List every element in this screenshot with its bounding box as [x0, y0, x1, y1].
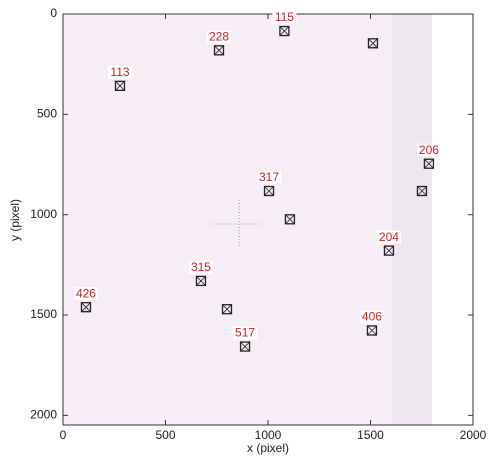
marker-box — [195, 275, 207, 287]
point-label: 206 — [419, 143, 439, 157]
marker — [221, 304, 233, 315]
marker-cross — [214, 45, 224, 56]
marker-cross — [424, 158, 434, 169]
marker-cross — [417, 186, 427, 196]
marker-cross — [368, 38, 378, 49]
point-label: 426 — [76, 286, 96, 300]
marker-cross — [367, 325, 377, 336]
x-tick-label: 2000 — [460, 428, 487, 442]
y-tick-label: 1500 — [30, 307, 57, 321]
marker-cross — [115, 81, 125, 91]
frame-image-edge — [392, 14, 432, 425]
marker-cross — [240, 341, 250, 352]
y-tick-label: 0 — [50, 6, 57, 20]
marker-box — [80, 302, 92, 313]
marker-cross — [279, 26, 290, 36]
marker-cross — [196, 276, 206, 286]
marker-box — [367, 38, 379, 49]
marker — [366, 325, 378, 336]
marker-cross — [264, 186, 274, 196]
marker-cross — [222, 304, 232, 314]
x-tick-label: 0 — [60, 428, 67, 442]
marker-box — [114, 80, 126, 91]
point-label: 315 — [191, 260, 211, 274]
label-bg — [233, 326, 258, 340]
x-tick-label: 1000 — [255, 428, 282, 442]
marker-box — [239, 341, 251, 352]
x-tick-label: 500 — [155, 428, 175, 442]
label-bg — [73, 287, 98, 301]
label-bg — [257, 171, 282, 185]
marker-cross — [285, 214, 295, 225]
x-tick-label: 1500 — [357, 428, 384, 442]
point-label: 204 — [379, 230, 399, 244]
marker — [114, 80, 126, 91]
marker-box — [366, 325, 378, 336]
marker — [263, 185, 275, 197]
marker — [80, 302, 92, 313]
marker — [416, 185, 428, 197]
point-label: 113 — [110, 65, 129, 79]
marker-box — [284, 214, 296, 225]
frame-image — [63, 14, 392, 425]
marker — [239, 341, 251, 352]
label-bg — [376, 230, 401, 244]
point-label: 517 — [235, 326, 255, 340]
label-bg — [359, 310, 384, 324]
marker — [279, 25, 290, 37]
label-bg — [188, 260, 213, 274]
marker-box — [383, 245, 395, 256]
marker-box — [423, 158, 435, 169]
marker-box — [279, 25, 290, 37]
marker — [195, 275, 207, 287]
label-bg — [272, 11, 297, 25]
marker-cross — [384, 245, 394, 256]
marker-box — [416, 185, 428, 197]
y-tick-label: 1000 — [30, 207, 57, 221]
y-tick-label: 2000 — [30, 408, 57, 422]
point-label: 406 — [362, 310, 382, 324]
point-label: 228 — [209, 29, 229, 43]
x-axis-label: x (pixel) — [247, 441, 289, 455]
marker-box — [263, 185, 275, 197]
label-bg — [416, 143, 441, 157]
marker — [423, 158, 435, 169]
label-bg — [207, 30, 232, 44]
y-axis-label: y (pixel) — [8, 199, 22, 241]
marker-box — [213, 45, 225, 56]
point-label: 115 — [275, 10, 294, 24]
marker-box — [221, 304, 233, 315]
point-label: 317 — [259, 170, 279, 184]
label-bg — [107, 65, 132, 79]
marker-cross — [81, 302, 91, 312]
marker — [367, 38, 379, 49]
marker — [213, 45, 225, 56]
marker — [284, 214, 296, 225]
marker — [383, 245, 395, 256]
y-tick-label: 500 — [37, 107, 57, 121]
